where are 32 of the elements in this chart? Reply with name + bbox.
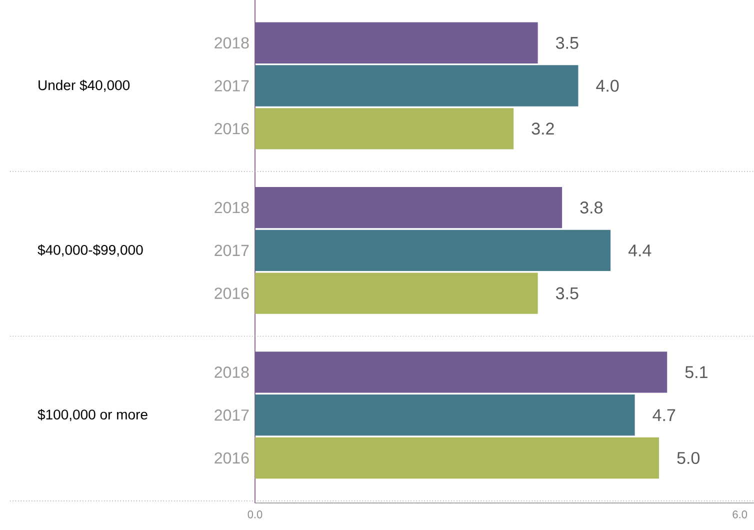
text: 2016	[214, 288, 249, 299]
x-tick-label: 0.0	[248, 510, 262, 518]
x-tick-label: 6.0	[732, 510, 748, 518]
bar	[254, 437, 660, 479]
data-label: 4.7	[652, 409, 676, 421]
data-label: 5.1	[685, 366, 708, 378]
data-label: 5.0	[677, 452, 700, 464]
series-label: 2018	[214, 37, 249, 49]
data-label: 3.5	[556, 36, 578, 49]
text: 2017	[214, 244, 249, 256]
y-tick-label: $40,000-$99,000	[38, 244, 143, 257]
bar	[254, 230, 611, 272]
data-label: 3.8	[580, 202, 602, 214]
bar	[254, 352, 668, 393]
bar	[254, 65, 578, 106]
series-label: 2016	[214, 122, 249, 134]
text: 2018	[214, 202, 249, 214]
text: 2018	[214, 366, 249, 378]
series-label: 2017	[214, 80, 249, 92]
bar	[254, 394, 635, 436]
text: 2016	[214, 452, 249, 464]
data-label: 4.4	[628, 244, 652, 256]
bar	[254, 108, 514, 150]
bar	[254, 272, 538, 314]
bar	[254, 186, 562, 228]
data-label: 3.2	[532, 122, 554, 135]
data-label: 3.5	[556, 287, 578, 300]
y-tick-label: Under $40,000	[38, 80, 130, 92]
bar	[254, 22, 538, 64]
y-tick-label: $100,000 or more	[38, 409, 148, 422]
text: 2017	[214, 409, 249, 421]
data-label: 4.0	[596, 80, 619, 92]
